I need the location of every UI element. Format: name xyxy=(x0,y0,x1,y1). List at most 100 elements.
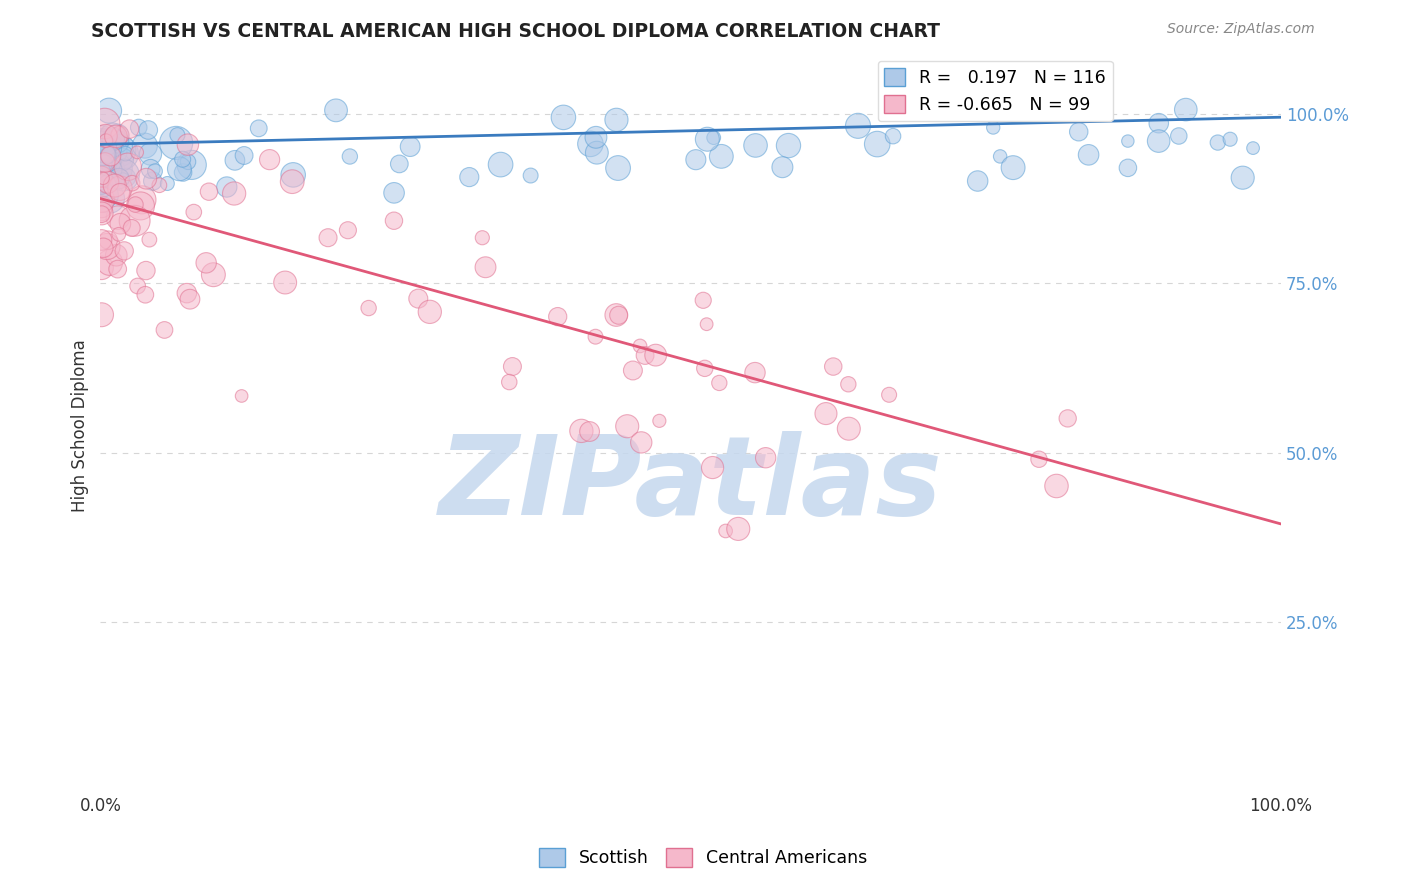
Point xyxy=(553,111,575,125)
Point xyxy=(474,260,496,275)
Point xyxy=(165,136,187,150)
Point xyxy=(621,363,644,377)
Point xyxy=(382,186,405,200)
Point xyxy=(94,128,117,143)
Point xyxy=(90,146,112,161)
Point xyxy=(108,144,131,158)
Point xyxy=(111,172,134,186)
Point xyxy=(143,164,166,178)
Point xyxy=(1056,411,1078,425)
Point xyxy=(709,376,731,390)
Point xyxy=(90,141,112,155)
Point xyxy=(101,162,124,177)
Point xyxy=(585,329,607,343)
Point xyxy=(91,162,114,177)
Point xyxy=(339,149,361,163)
Point xyxy=(1219,132,1241,146)
Point xyxy=(838,422,860,436)
Point xyxy=(111,153,134,167)
Point xyxy=(585,130,607,145)
Point xyxy=(1116,134,1139,148)
Point xyxy=(696,132,718,146)
Point xyxy=(90,130,112,145)
Point xyxy=(571,424,593,438)
Point xyxy=(770,160,793,174)
Point xyxy=(519,169,541,183)
Point xyxy=(124,214,146,228)
Point xyxy=(101,128,124,143)
Point xyxy=(96,139,118,153)
Y-axis label: High School Diploma: High School Diploma xyxy=(72,339,89,512)
Point xyxy=(489,158,512,172)
Point xyxy=(90,203,112,218)
Point xyxy=(179,292,201,306)
Point xyxy=(837,377,859,392)
Point xyxy=(93,173,115,187)
Point xyxy=(124,197,146,211)
Point xyxy=(142,174,165,188)
Point xyxy=(90,154,112,169)
Point xyxy=(408,292,430,306)
Point xyxy=(135,263,157,277)
Point xyxy=(177,154,200,169)
Point xyxy=(98,103,121,118)
Point xyxy=(108,171,131,186)
Point xyxy=(117,160,139,174)
Point xyxy=(90,157,112,171)
Point xyxy=(981,120,1004,135)
Point xyxy=(607,161,630,175)
Point xyxy=(93,136,115,151)
Point xyxy=(778,138,800,153)
Point xyxy=(877,388,900,402)
Point xyxy=(90,206,112,220)
Point xyxy=(108,128,131,142)
Point xyxy=(744,138,766,153)
Point xyxy=(121,221,143,235)
Point xyxy=(169,161,191,176)
Point xyxy=(607,308,630,322)
Point xyxy=(696,317,718,331)
Point xyxy=(586,145,609,160)
Point xyxy=(96,164,118,178)
Point xyxy=(1241,141,1264,155)
Point xyxy=(93,116,115,130)
Point xyxy=(202,268,225,282)
Point xyxy=(105,135,128,149)
Point xyxy=(91,171,114,186)
Point xyxy=(110,217,132,231)
Point xyxy=(97,148,120,162)
Point xyxy=(966,174,988,188)
Point xyxy=(90,308,112,322)
Point xyxy=(579,136,602,151)
Point xyxy=(90,180,112,194)
Point xyxy=(388,157,411,171)
Point xyxy=(90,144,112,158)
Point xyxy=(91,161,114,175)
Point xyxy=(578,425,600,439)
Point xyxy=(714,524,737,538)
Point xyxy=(231,389,253,403)
Point xyxy=(1028,452,1050,467)
Point xyxy=(1206,136,1229,150)
Point xyxy=(90,207,112,221)
Point xyxy=(336,223,359,237)
Point xyxy=(274,276,297,290)
Point xyxy=(94,134,117,148)
Legend: Scottish, Central Americans: Scottish, Central Americans xyxy=(531,841,875,874)
Point xyxy=(498,375,520,389)
Point xyxy=(111,146,134,161)
Point xyxy=(97,175,120,189)
Point xyxy=(823,359,845,374)
Point xyxy=(90,136,112,151)
Point xyxy=(703,130,725,145)
Point xyxy=(702,460,724,475)
Point xyxy=(648,414,671,428)
Point xyxy=(104,129,127,144)
Point xyxy=(90,200,112,214)
Point xyxy=(107,128,129,143)
Point xyxy=(131,193,153,207)
Point xyxy=(176,286,198,301)
Point xyxy=(90,168,112,182)
Point xyxy=(616,419,638,434)
Text: SCOTTISH VS CENTRAL AMERICAN HIGH SCHOOL DIPLOMA CORRELATION CHART: SCOTTISH VS CENTRAL AMERICAN HIGH SCHOOL… xyxy=(91,22,941,41)
